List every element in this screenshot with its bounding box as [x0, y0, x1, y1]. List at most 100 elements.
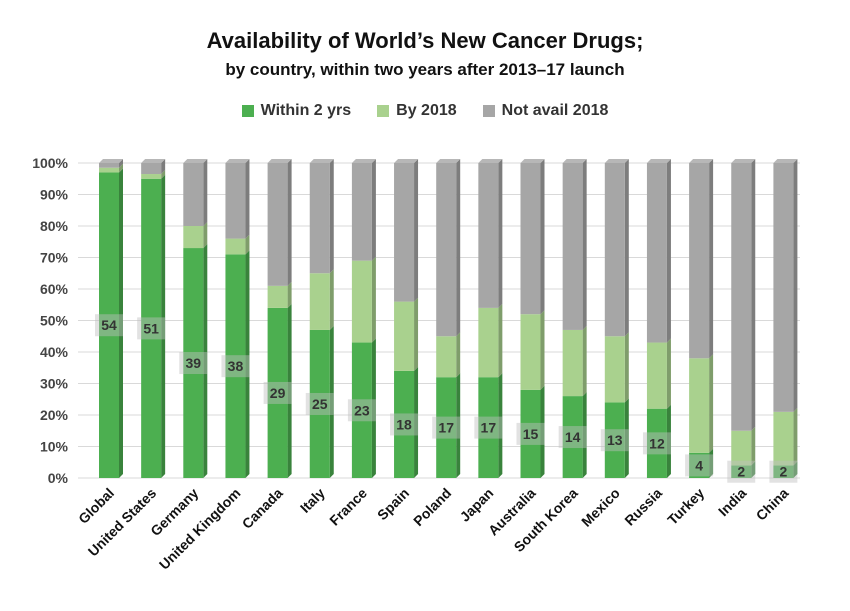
bar-segment: [99, 172, 119, 478]
bar-segment: [351, 163, 372, 261]
bar-side: [203, 159, 208, 226]
bar-segment: [562, 396, 583, 478]
bar-side: [540, 310, 545, 390]
bar-segment: [689, 163, 710, 359]
bar-side: [540, 385, 545, 478]
x-tick-label: Japan: [457, 485, 497, 525]
bar-side: [498, 159, 503, 308]
bar-side: [498, 373, 503, 478]
legend: Within 2 yrs By 2018 Not avail 2018: [0, 102, 850, 120]
bar-side: [582, 325, 587, 397]
data-label-bg: [474, 416, 503, 439]
x-tick-label: China: [753, 485, 792, 524]
x-tick-label: Russia: [621, 485, 665, 529]
bar-side: [161, 174, 166, 478]
bar-segment: [773, 411, 794, 466]
data-label: 18: [396, 416, 412, 432]
y-tick-label: 60%: [40, 281, 69, 297]
bar-segment: [351, 342, 372, 478]
bar-side: [161, 170, 166, 179]
y-tick-label: 70%: [40, 250, 69, 266]
bar-side: [287, 281, 292, 308]
bar-segment: [141, 174, 162, 179]
bar-side: [540, 159, 545, 315]
bar-side: [751, 461, 756, 478]
bar-segment: [478, 163, 499, 308]
bar-top: [141, 159, 166, 163]
bar-side: [456, 159, 461, 337]
data-label: 15: [523, 426, 539, 442]
data-label: 25: [312, 396, 328, 412]
legend-swatch: [241, 105, 254, 117]
data-label: 2: [737, 464, 745, 480]
bar-segment: [267, 163, 288, 286]
bar-segment: [604, 163, 625, 337]
bar-segment: [731, 430, 752, 466]
x-tick-label: United Kingdom: [156, 485, 244, 573]
chart-subtitle: by country, within two years after 2013–…: [225, 60, 625, 79]
data-label: 17: [481, 420, 497, 436]
bar-segment: [436, 336, 457, 378]
y-tick-label: 100%: [32, 155, 68, 171]
bar-side: [582, 159, 587, 330]
bar-top: [183, 159, 208, 163]
bar-side: [329, 159, 334, 274]
bar-side: [119, 159, 123, 168]
bar-segment: [478, 377, 499, 478]
bar-top: [99, 159, 123, 163]
bar-side: [119, 168, 123, 478]
bar-side: [287, 303, 292, 478]
bar-top: [267, 159, 292, 163]
bar-segment: [141, 178, 162, 478]
data-label: 39: [186, 355, 202, 371]
bar-top: [309, 159, 334, 163]
data-label: 2: [780, 464, 788, 480]
bar-side: [709, 448, 714, 478]
bar-segment: [646, 342, 667, 409]
bar-side: [456, 373, 461, 478]
data-label-bg: [727, 460, 756, 483]
data-label-bg: [305, 392, 334, 415]
data-label-bg: [179, 352, 208, 375]
data-label-bg: [390, 413, 419, 436]
bar-side: [119, 163, 123, 173]
bar-side: [666, 159, 671, 343]
data-label-bg: [221, 355, 250, 378]
bar-segment: [731, 163, 752, 431]
bar-side: [414, 159, 419, 302]
legend-item-within-2-yrs: Within 2 yrs: [241, 102, 352, 120]
bar-side: [793, 159, 798, 412]
data-label: 23: [354, 402, 370, 418]
bar-segment: [520, 389, 541, 478]
bar-side: [666, 338, 671, 409]
data-label-bg: [95, 314, 123, 337]
bar-segment: [773, 465, 794, 478]
bar-side: [287, 159, 292, 286]
data-label: 14: [565, 429, 581, 445]
bar-side: [245, 159, 250, 239]
bar-side: [751, 159, 756, 431]
data-label-bg: [516, 422, 545, 445]
data-label-bg: [263, 381, 292, 404]
bar-top: [562, 159, 587, 163]
y-tick-label: 50%: [40, 313, 69, 329]
bar-segment: [731, 465, 752, 478]
bar-side: [371, 256, 376, 343]
bar-segment: [394, 370, 415, 478]
bar-segment: [225, 254, 246, 478]
bar-segment: [436, 163, 457, 337]
data-label-bg: [558, 426, 587, 449]
data-label-bg: [642, 432, 671, 455]
x-tick-label: France: [326, 485, 370, 529]
bar-segment: [309, 163, 330, 274]
legend-label: Within 2 yrs: [260, 102, 352, 119]
legend-label: By 2018: [396, 102, 457, 119]
bar-segment: [646, 408, 667, 478]
bar-segment: [183, 226, 204, 249]
data-label-bg: [685, 454, 714, 477]
data-label: 29: [270, 385, 286, 401]
bar-segment: [183, 248, 204, 478]
bar-segment: [604, 402, 625, 478]
bar-side: [329, 325, 334, 478]
bar-segment: [99, 167, 119, 173]
